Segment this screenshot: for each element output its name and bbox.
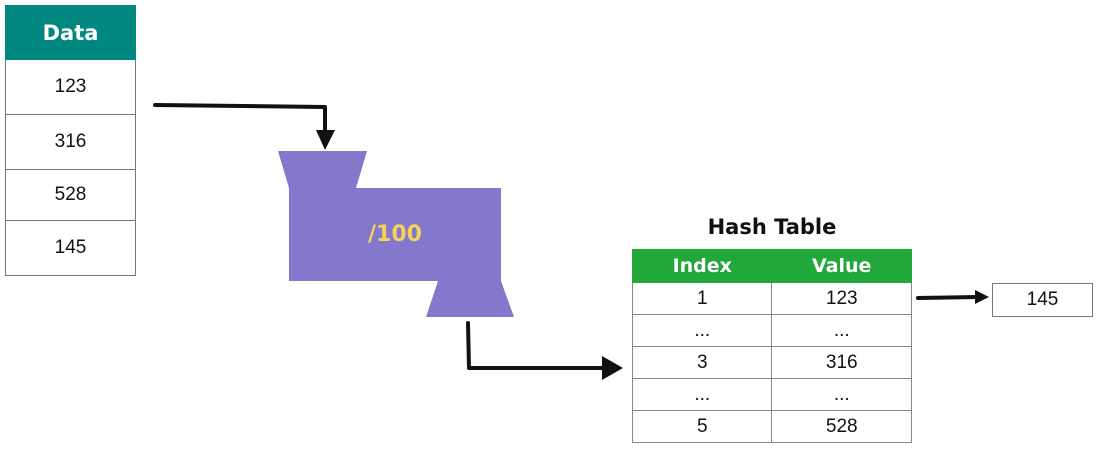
column-header-index: Index	[631, 249, 773, 283]
value-cell: 316	[771, 346, 912, 379]
table-row: 5 528	[631, 410, 912, 443]
output-arrow-head	[602, 356, 623, 380]
data-cell-3: 528	[5, 170, 136, 221]
input-arrow-head	[316, 130, 335, 150]
chain-value-box: 145	[992, 283, 1093, 317]
column-header-value: Value	[771, 249, 912, 283]
hash-table: Index Value 1 123 ... ... 3 316 ... ... …	[631, 249, 912, 443]
hash-table-header-row: Index Value	[631, 249, 912, 283]
data-cell-4: 145	[5, 221, 136, 276]
hash-function-label: /100	[368, 222, 422, 247]
value-cell: ...	[771, 378, 912, 411]
value-cell: 123	[771, 282, 912, 315]
table-row: ... ...	[631, 378, 912, 411]
index-cell: 1	[631, 282, 773, 315]
data-cell-2: 316	[5, 115, 136, 170]
table-row: 3 316	[631, 346, 912, 379]
chain-arrow	[916, 295, 980, 300]
value-cell: 528	[771, 410, 912, 443]
index-cell: ...	[631, 314, 773, 347]
data-table-header: Data	[5, 5, 136, 60]
chain-arrow-head	[975, 290, 989, 304]
data-cell-1: 123	[5, 60, 136, 115]
index-cell: ...	[631, 378, 773, 411]
table-row: ... ...	[631, 314, 912, 347]
output-arrow	[466, 321, 608, 370]
hash-function-shape	[278, 151, 514, 317]
input-arrow	[153, 103, 327, 135]
hash-table-title: Hash Table	[707, 215, 837, 239]
value-cell: ...	[771, 314, 912, 347]
table-row: 1 123	[631, 282, 912, 315]
index-cell: 5	[631, 410, 773, 443]
index-cell: 3	[631, 346, 773, 379]
